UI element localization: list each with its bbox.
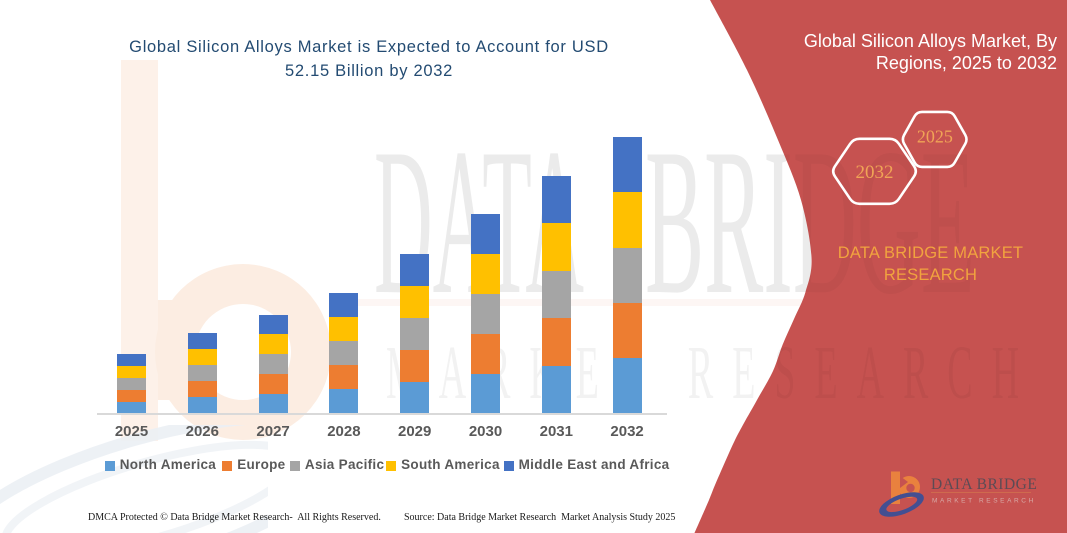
svg-text:MARKET RESEARCH: MARKET RESEARCH: [932, 498, 1036, 505]
svg-text:2032: 2032: [856, 162, 894, 183]
svg-text:DATA BRIDGE: DATA BRIDGE: [931, 476, 1037, 493]
svg-text:MARKET RESEARCH: MARKET RESEARCH: [386, 331, 1038, 415]
svg-text:2025: 2025: [917, 127, 953, 147]
